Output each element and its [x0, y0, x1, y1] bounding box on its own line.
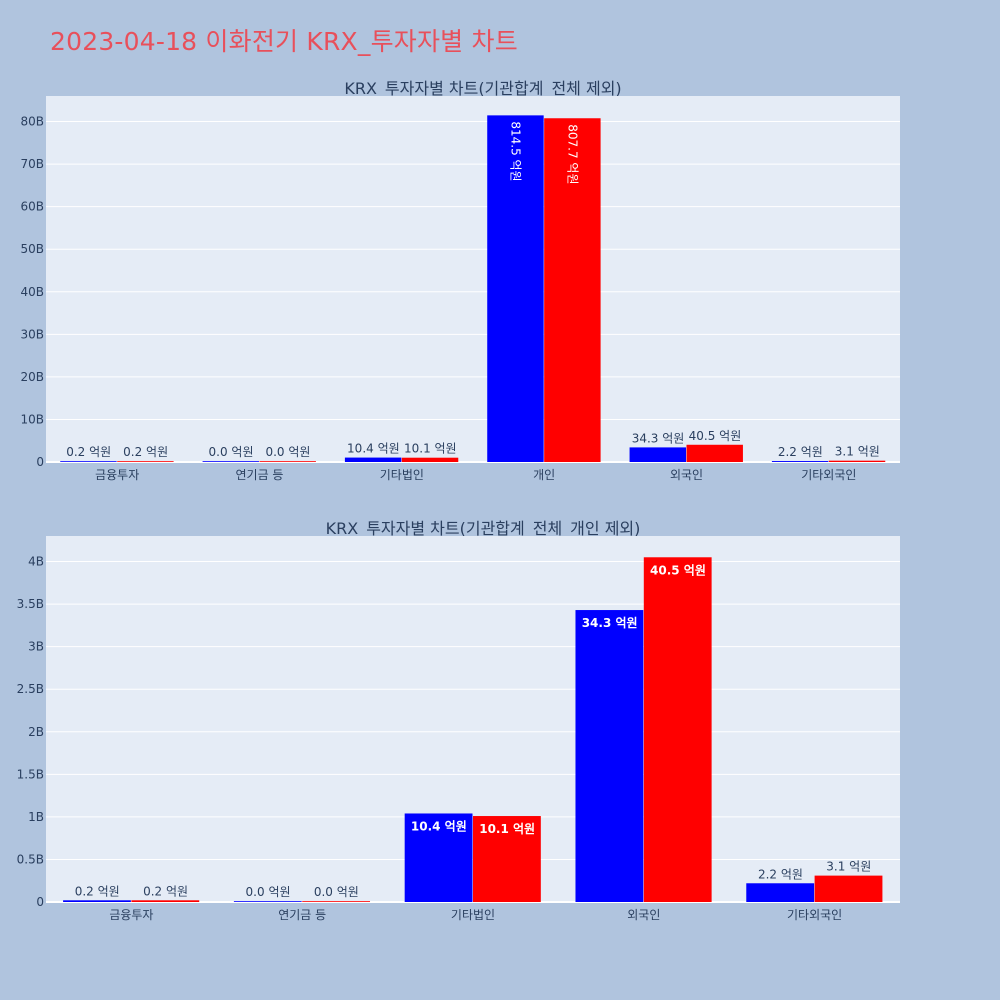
data-label: 0.2 억원: [143, 884, 188, 898]
x-tick-label: 연기금 등: [236, 468, 284, 482]
y-tick-label: 20B: [20, 370, 44, 384]
bar: [686, 444, 743, 462]
data-label: 0.2 억원: [123, 445, 168, 459]
bar: [302, 901, 371, 902]
data-label: 3.1 억원: [826, 860, 871, 874]
bar: [63, 900, 131, 902]
y-tick-label: 0: [36, 895, 44, 909]
data-label: 2.2 억원: [778, 445, 823, 459]
bar: [575, 610, 644, 902]
data-label: 40.5 억원: [689, 429, 742, 443]
chart-top: KRX_투자자별 차트(기관합계_전체 제외) 0 10B 20B 30B 40B 50B 6…: [20, 79, 900, 482]
chart-bottom: KRX_투자자별 차트(기관합계_전체_개인 제외) 0 0.5B 1B 1.5B 2B 2…: [17, 519, 900, 922]
bar: [828, 460, 886, 462]
data-label: 10.4 억원: [347, 442, 400, 456]
data-label: 0.2 억원: [75, 884, 120, 898]
y-tick-label: 2.5B: [17, 682, 44, 696]
data-label: 10.1 억원: [479, 822, 535, 836]
y-tick-label: 10B: [20, 412, 44, 426]
data-label: 0.0 억원: [209, 445, 254, 459]
y-tick-label: 70B: [20, 157, 44, 171]
data-label: 10.4 억원: [411, 819, 467, 833]
x-tick-label: 외국인: [627, 908, 660, 922]
data-label: 34.3 억원: [632, 431, 685, 445]
bar: [746, 883, 815, 902]
x-tick-label: 기타법인: [451, 908, 495, 922]
x-tick-label: 기타법인: [380, 468, 424, 482]
x-tick-label: 금융투자: [95, 468, 139, 482]
bar: [60, 461, 117, 462]
data-label: 0.0 억원: [265, 445, 310, 459]
x-tick-label: 기타외국인: [787, 908, 842, 922]
data-label: 807.7 억원: [565, 124, 579, 184]
bar: [259, 461, 316, 462]
y-tick-label: 60B: [20, 200, 44, 214]
bar: [771, 461, 829, 462]
bar: [233, 901, 302, 902]
data-label: 814.5 억원: [509, 121, 523, 181]
data-label: 10.1 억원: [404, 442, 457, 456]
plot-area: [46, 96, 900, 462]
bar: [473, 816, 541, 902]
y-tick-label: 1B: [28, 810, 44, 824]
y-tick-label: 0.5B: [17, 852, 44, 866]
x-tick-label: 기타외국인: [801, 468, 856, 482]
chart-title: KRX_투자자별 차트(기관합계_전체_개인 제외): [326, 519, 641, 539]
data-label: 0.2 억원: [66, 445, 111, 459]
bar: [629, 447, 686, 462]
x-tick-label: 개인: [533, 468, 555, 482]
y-tick-label: 0: [36, 455, 44, 469]
y-tick-label: 3.5B: [17, 597, 44, 611]
x-tick-label: 외국인: [670, 468, 703, 482]
y-tick-label: 2B: [28, 725, 44, 739]
y-tick-label: 40B: [20, 285, 44, 299]
bar: [131, 900, 200, 902]
x-tick-label: 연기금 등: [278, 908, 326, 922]
data-label: 0.0 억원: [314, 885, 359, 899]
data-label: 0.0 억원: [246, 885, 291, 899]
y-tick-label: 30B: [20, 327, 44, 341]
x-tick-label: 금융투자: [109, 908, 153, 922]
bar: [544, 118, 601, 462]
y-tick-label: 1.5B: [17, 767, 44, 781]
page-title: 2023-04-18 이화전기 KRX_투자자별 차트: [50, 27, 518, 56]
bar: [404, 813, 473, 902]
bar: [117, 461, 174, 462]
y-tick-label: 80B: [20, 115, 44, 129]
bar: [814, 875, 883, 902]
y-tick-label: 50B: [20, 242, 44, 256]
y-tick-label: 3B: [28, 640, 44, 654]
data-label: 3.1 억원: [835, 445, 880, 459]
bar: [487, 115, 544, 462]
chart-title: KRX_투자자별 차트(기관합계_전체 제외): [344, 79, 621, 99]
bar: [401, 457, 459, 462]
data-label: 40.5 억원: [650, 563, 706, 577]
bar: [344, 457, 402, 462]
bar: [643, 557, 712, 902]
data-label: 34.3 억원: [582, 616, 638, 630]
data-label: 2.2 억원: [758, 867, 803, 881]
bar: [202, 461, 259, 462]
y-tick-label: 4B: [28, 555, 44, 569]
